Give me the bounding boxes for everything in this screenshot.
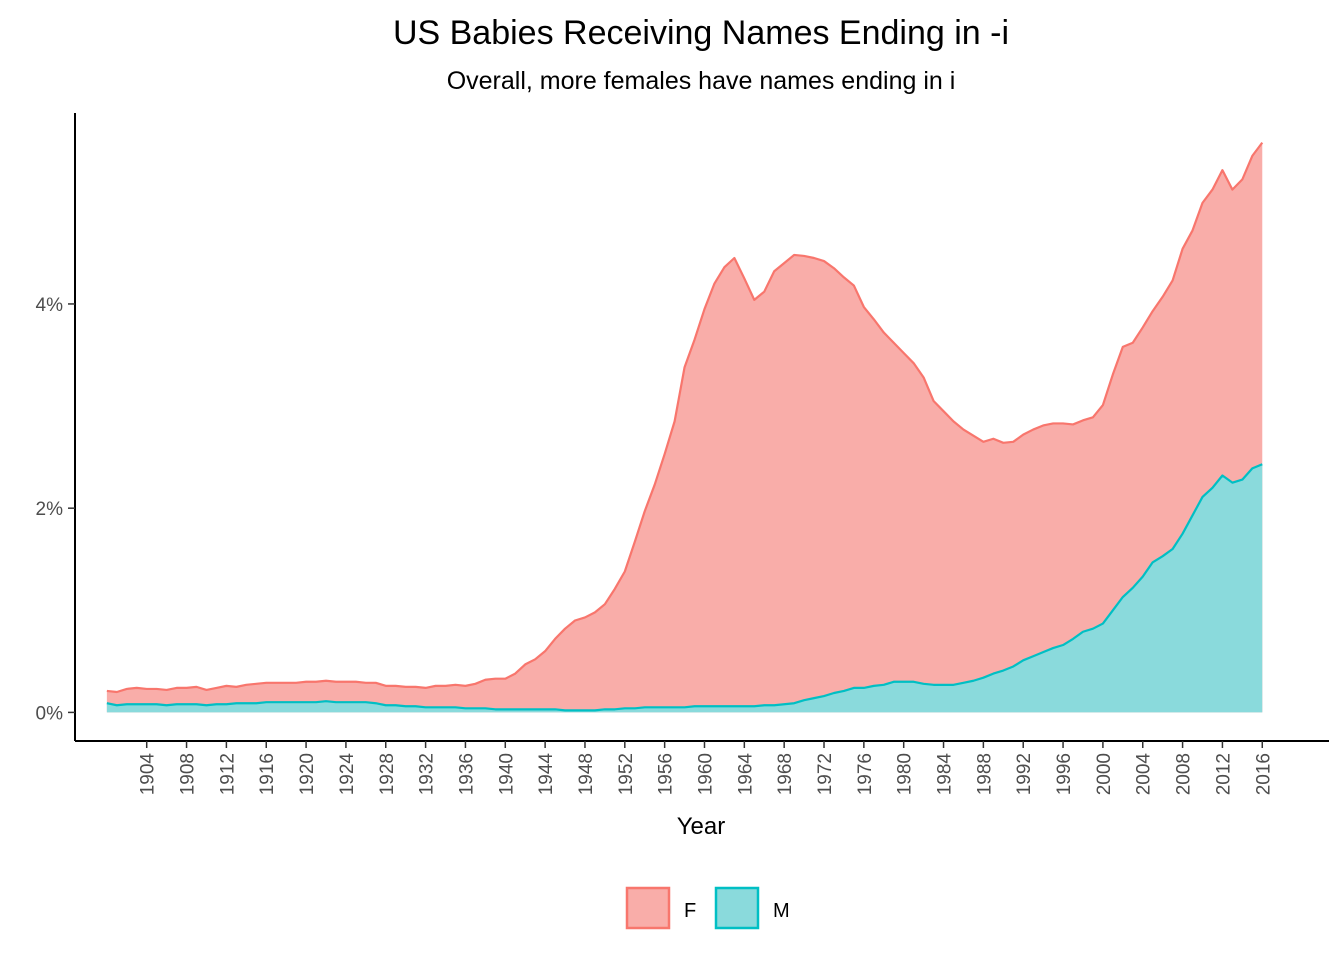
x-tick-label: 1964 bbox=[735, 753, 756, 796]
x-tick-label: 2012 bbox=[1213, 753, 1234, 795]
x-tick-label: 1908 bbox=[178, 753, 199, 795]
x-tick-label: 1940 bbox=[496, 753, 517, 795]
x-tick-label: 2008 bbox=[1174, 753, 1195, 795]
legend-key-f bbox=[625, 886, 671, 930]
y-tick-label: 0% bbox=[36, 703, 64, 724]
x-tick-label: 2016 bbox=[1253, 753, 1274, 795]
x-tick-label: 1916 bbox=[257, 753, 278, 795]
area-fill-m bbox=[106, 464, 1263, 713]
x-tick-label: 1972 bbox=[815, 753, 836, 795]
x-tick-label: 1932 bbox=[417, 753, 438, 795]
x-tick-label: 1968 bbox=[775, 753, 796, 795]
x-tick-label: 1992 bbox=[1014, 753, 1035, 795]
y-tick-label: 2% bbox=[36, 499, 64, 520]
x-tick-label: 1956 bbox=[656, 753, 677, 795]
x-axis: 1904 1908 1912 1916 1920 1924 1928 1932 1936 1940… bbox=[75, 740, 1329, 796]
chart-title: US Babies Receiving Names Ending in -i bbox=[393, 14, 1009, 52]
x-tick-label: 1920 bbox=[297, 753, 318, 795]
x-tick-label: 1976 bbox=[855, 753, 876, 795]
plot-areas bbox=[106, 141, 1264, 713]
x-tick-label: 1904 bbox=[138, 753, 159, 796]
x-tick-label: 1924 bbox=[337, 753, 358, 796]
x-axis-title: Year bbox=[677, 813, 726, 840]
x-tick-label: 1948 bbox=[576, 753, 597, 795]
x-tick-label: 1912 bbox=[217, 753, 238, 795]
y-tick-label: 4% bbox=[36, 295, 64, 316]
legend-label-f: F bbox=[684, 900, 696, 922]
x-tick-label: 1952 bbox=[616, 753, 637, 795]
x-tick-label: 1996 bbox=[1054, 753, 1075, 795]
area-line-f bbox=[106, 141, 1264, 694]
x-tick-label: 1944 bbox=[536, 753, 557, 796]
x-tick-label: 1928 bbox=[377, 753, 398, 795]
x-tick-label: 1936 bbox=[456, 753, 477, 795]
y-axis: 0% 2% 4% bbox=[36, 113, 76, 741]
chart-subtitle: Overall, more females have names ending … bbox=[447, 67, 956, 95]
area-line-m bbox=[106, 463, 1263, 712]
legend-label-m: M bbox=[773, 900, 790, 922]
x-tick-label: 1980 bbox=[895, 753, 916, 795]
legend-key-m bbox=[714, 886, 760, 930]
area-fill-f bbox=[106, 142, 1263, 713]
x-tick-label: 2004 bbox=[1134, 753, 1155, 796]
x-tick-label: 2000 bbox=[1094, 753, 1115, 795]
x-tick-label: 1984 bbox=[935, 753, 956, 796]
x-tick-label: 1988 bbox=[974, 753, 995, 795]
x-tick-label: 1960 bbox=[695, 753, 716, 795]
